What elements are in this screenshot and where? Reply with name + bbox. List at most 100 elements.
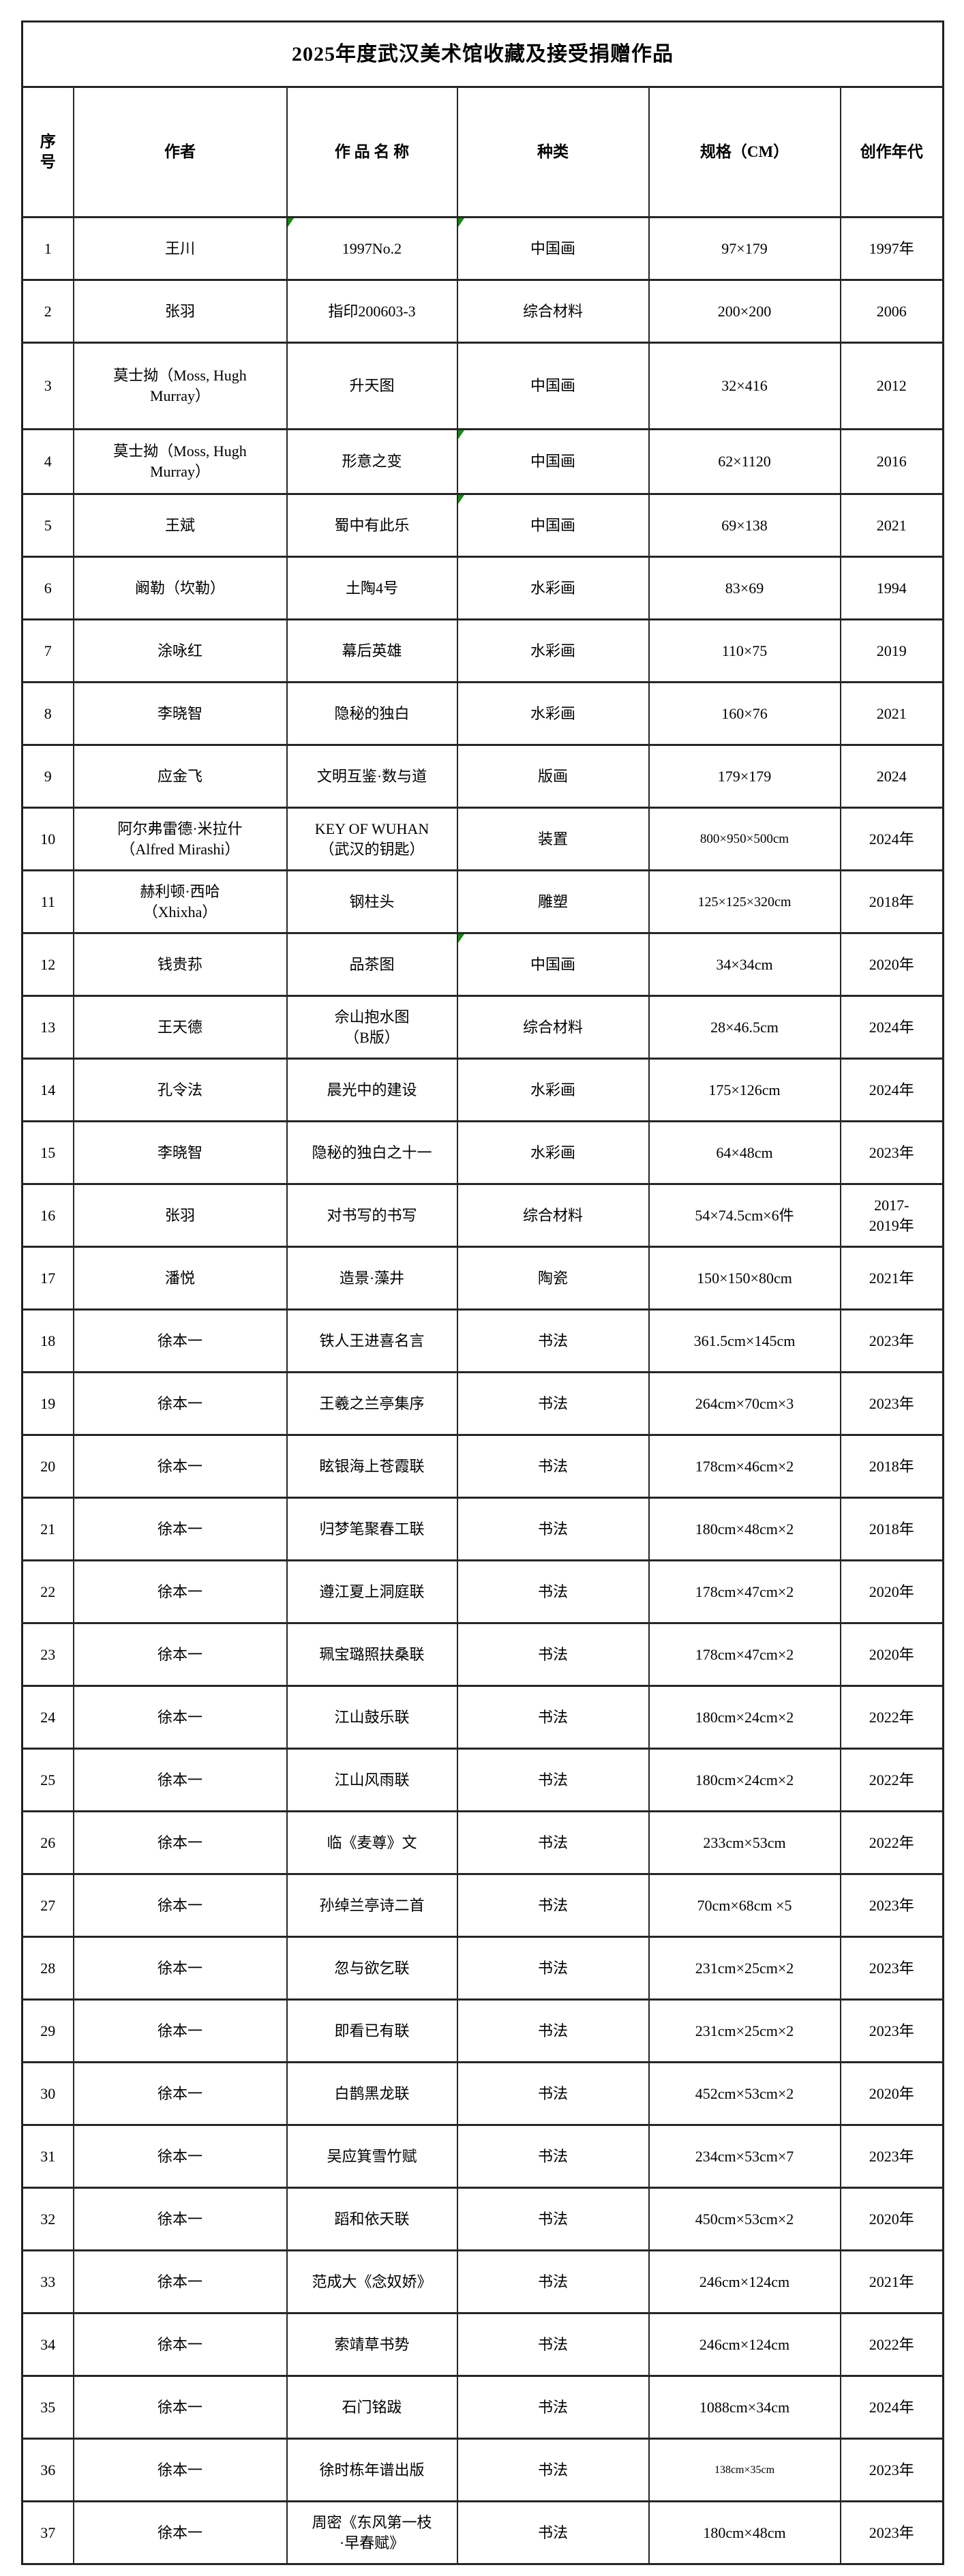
cell-spec: 175×126cm xyxy=(648,1058,841,1122)
cell-name: 石门铭跋 xyxy=(286,2375,458,2440)
table-row: 21 徐本一 归梦笔聚春工联 书法 180cm×48cm×2 2018年 xyxy=(21,1497,944,1561)
cell-name: 孙绰兰亭诗二首 xyxy=(286,1873,458,1938)
cell-spec: 83×69 xyxy=(648,556,841,620)
cell-author: 王斌 xyxy=(72,493,288,558)
cell-name: 范成大《念奴娇》 xyxy=(286,2249,458,2314)
cell-name: 蜀中有此乐 xyxy=(286,493,458,558)
table-row: 12 钱贵荪 品茶图 中国画 34×34cm 2020年 xyxy=(21,932,944,997)
cell-no: 23 xyxy=(21,1622,74,1687)
table-row: 6 阚勒（坎勒） 土陶4号 水彩画 83×69 1994 xyxy=(21,556,944,620)
cell-name: 吴应箕雪竹赋 xyxy=(286,2124,458,2189)
cell-name: 升天图 xyxy=(286,342,458,430)
cell-author: 张羽 xyxy=(72,279,288,344)
cell-year: 2024 xyxy=(839,744,944,809)
cell-type: 水彩画 xyxy=(456,681,650,746)
table-row: 33 徐本一 范成大《念奴娇》 书法 246cm×124cm 2021年 xyxy=(21,2249,944,2314)
cell-name: 指印200603-3 xyxy=(286,279,458,344)
column-header-author: 作者 xyxy=(72,86,288,218)
cell-no: 28 xyxy=(21,1936,74,2001)
cell-year: 2024年 xyxy=(839,807,944,871)
table-row: 15 李晓智 隐秘的独白之十一 水彩画 64×48cm 2023年 xyxy=(21,1120,944,1185)
cell-spec: 246cm×124cm xyxy=(648,2249,841,2314)
cell-no: 33 xyxy=(21,2249,74,2314)
table-row: 29 徐本一 即看已有联 书法 231cm×25cm×2 2023年 xyxy=(21,1998,944,2063)
cell-no: 12 xyxy=(21,932,74,997)
cell-type: 书法 xyxy=(456,1497,650,1561)
cell-name: 周密《东风第一枝 ·早春赋》 xyxy=(286,2500,458,2565)
cell-type: 书法 xyxy=(456,2249,650,2314)
cell-name: KEY OF WUHAN （武汉的钥匙） xyxy=(286,807,458,871)
cell-author: 王天德 xyxy=(72,995,288,1060)
cell-spec: 200×200 xyxy=(648,279,841,344)
cell-spec: 180cm×24cm×2 xyxy=(648,1748,841,1812)
table-row: 14 孔令法 晨光中的建设 水彩画 175×126cm 2024年 xyxy=(21,1058,944,1122)
cell-year: 2023年 xyxy=(839,2124,944,2189)
cell-no: 14 xyxy=(21,1058,74,1122)
cell-author: 徐本一 xyxy=(72,1497,288,1561)
cell-author: 应金飞 xyxy=(72,744,288,809)
cell-no: 21 xyxy=(21,1497,74,1561)
cell-no: 10 xyxy=(21,807,74,871)
cell-name: 隐秘的独白之十一 xyxy=(286,1120,458,1185)
cell-year: 2020年 xyxy=(839,2061,944,2126)
cell-author: 莫士拗（Moss, Hugh Murray） xyxy=(72,428,288,495)
cell-year: 2021年 xyxy=(839,2249,944,2314)
cell-name: 土陶4号 xyxy=(286,556,458,620)
cell-name: 形意之变 xyxy=(286,428,458,495)
cell-spec: 138cm×35cm xyxy=(648,2438,841,2502)
cell-type: 中国画 xyxy=(456,932,650,997)
cell-spec: 231cm×25cm×2 xyxy=(648,1936,841,2001)
cell-type: 水彩画 xyxy=(456,1120,650,1185)
cell-type: 中国画 xyxy=(456,216,650,281)
cell-year: 2012 xyxy=(839,342,944,430)
cell-type: 书法 xyxy=(456,1936,650,2001)
cell-spec: 62×1120 xyxy=(648,428,841,495)
cell-type: 书法 xyxy=(456,1434,650,1499)
cell-year: 2016 xyxy=(839,428,944,495)
cell-spec: 178cm×47cm×2 xyxy=(648,1559,841,1624)
cell-spec: 32×416 xyxy=(648,342,841,430)
cell-author: 李晓智 xyxy=(72,1120,288,1185)
cell-spec: 234cm×53cm×7 xyxy=(648,2124,841,2189)
cell-author: 徐本一 xyxy=(72,2500,288,2565)
cell-type: 水彩画 xyxy=(456,618,650,683)
cell-name: 江山风雨联 xyxy=(286,1748,458,1812)
cell-author: 莫士拗（Moss, Hugh Murray） xyxy=(72,342,288,430)
table-row: 32 徐本一 蹈和依天联 书法 450cm×53cm×2 2020年 xyxy=(21,2187,944,2251)
cell-name: 铁人王进喜名言 xyxy=(286,1308,458,1373)
cell-no: 9 xyxy=(21,744,74,809)
cell-year: 2018年 xyxy=(839,1497,944,1561)
cell-type: 水彩画 xyxy=(456,1058,650,1122)
table-row: 20 徐本一 眩银海上苍霞联 书法 178cm×46cm×2 2018年 xyxy=(21,1434,944,1499)
table-row: 7 涂咏红 幕后英雄 水彩画 110×75 2019 xyxy=(21,618,944,683)
cell-type: 书法 xyxy=(456,1622,650,1687)
table-row: 3 莫士拗（Moss, Hugh Murray） 升天图 中国画 32×416 2012 xyxy=(21,342,944,430)
cell-author: 徐本一 xyxy=(72,1936,288,2001)
cell-year: 2019 xyxy=(839,618,944,683)
cell-spec: 233cm×53cm xyxy=(648,1810,841,1875)
cell-no: 11 xyxy=(21,869,74,934)
cell-name: 幕后英雄 xyxy=(286,618,458,683)
table-row: 4 莫士拗（Moss, Hugh Murray） 形意之变 中国画 62×1120 201… xyxy=(21,428,944,495)
cell-author: 张羽 xyxy=(72,1183,288,1248)
cell-name: 钢柱头 xyxy=(286,869,458,934)
cell-type: 书法 xyxy=(456,2375,650,2440)
cell-name: 珮宝璐照扶桑联 xyxy=(286,1622,458,1687)
cell-no: 16 xyxy=(21,1183,74,1248)
cell-no: 1 xyxy=(21,216,74,281)
column-header-year: 创作年代 xyxy=(839,86,944,218)
cell-year: 2022年 xyxy=(839,1685,944,1750)
cell-type: 水彩画 xyxy=(456,556,650,620)
cell-no: 35 xyxy=(21,2375,74,2440)
cell-spec: 178cm×46cm×2 xyxy=(648,1434,841,1499)
cell-author: 徐本一 xyxy=(72,2249,288,2314)
table-row: 27 徐本一 孙绰兰亭诗二首 书法 70cm×68cm ×5 2023年 xyxy=(21,1873,944,1938)
cell-spec: 179×179 xyxy=(648,744,841,809)
cell-year: 2023年 xyxy=(839,1873,944,1938)
cell-spec: 70cm×68cm ×5 xyxy=(648,1873,841,1938)
cell-author: 徐本一 xyxy=(72,1622,288,1687)
cell-spec: 264cm×70cm×3 xyxy=(648,1371,841,1436)
cell-type: 书法 xyxy=(456,2500,650,2565)
cell-year: 2023年 xyxy=(839,1936,944,2001)
